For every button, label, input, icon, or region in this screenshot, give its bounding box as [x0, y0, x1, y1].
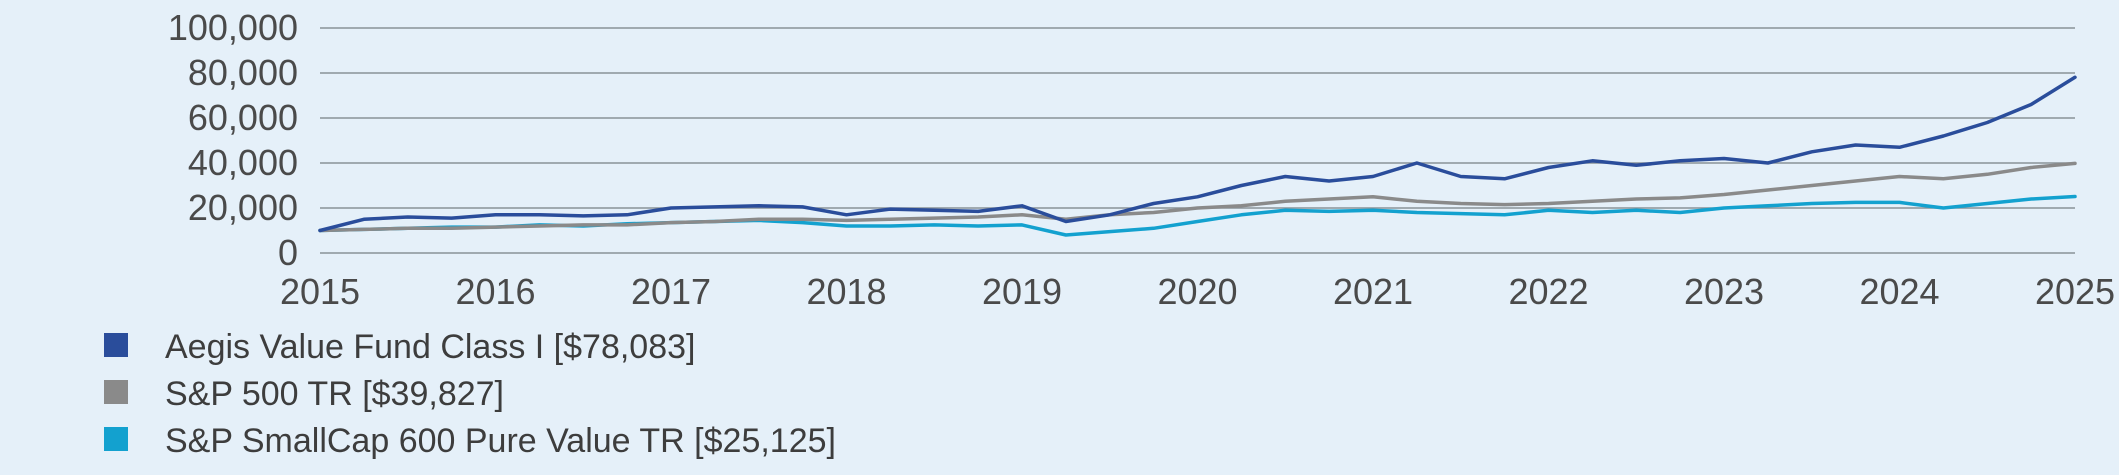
y-tick-label: 40,000 [188, 142, 298, 183]
legend-swatch [104, 380, 128, 404]
x-tick-label: 2017 [631, 271, 711, 312]
x-tick-label: 2023 [1684, 271, 1764, 312]
y-tick-label: 0 [278, 232, 298, 273]
legend: Aegis Value Fund Class I [$78,083] S&P 50… [104, 328, 836, 460]
x-tick-label: 2022 [1508, 271, 1588, 312]
y-tick-label: 80,000 [188, 52, 298, 93]
x-tick-label: 2025 [2035, 271, 2115, 312]
legend-label: S&P 500 TR [$39,827] [165, 375, 504, 413]
x-tick-label: 2016 [455, 271, 535, 312]
y-tick-label: 20,000 [188, 187, 298, 228]
x-tick-label: 2015 [280, 271, 360, 312]
y-tick-label: 60,000 [188, 97, 298, 138]
legend-label: Aegis Value Fund Class I [$78,083] [165, 328, 695, 366]
legend-label: S&P SmallCap 600 Pure Value TR [$25,125] [165, 422, 836, 460]
x-tick-label: 2024 [1859, 271, 1939, 312]
legend-swatch [104, 427, 128, 451]
x-tick-label: 2021 [1333, 271, 1413, 312]
x-tick-label: 2018 [806, 271, 886, 312]
x-tick-label: 2019 [982, 271, 1062, 312]
x-tick-label: 2020 [1157, 271, 1237, 312]
series-line-s-p-500-tr [318, 161, 2077, 233]
x-axis-tick-labels: 2015 2016 2017 2018 2019 2020 2021 2022 2023 2024… [280, 271, 2115, 312]
y-tick-label: 100,000 [168, 7, 298, 48]
series-lines [318, 75, 2077, 237]
series-line-aegis-value-fund-class-i [318, 75, 2077, 233]
gridlines [320, 27, 2075, 254]
legend-swatch [104, 333, 128, 357]
